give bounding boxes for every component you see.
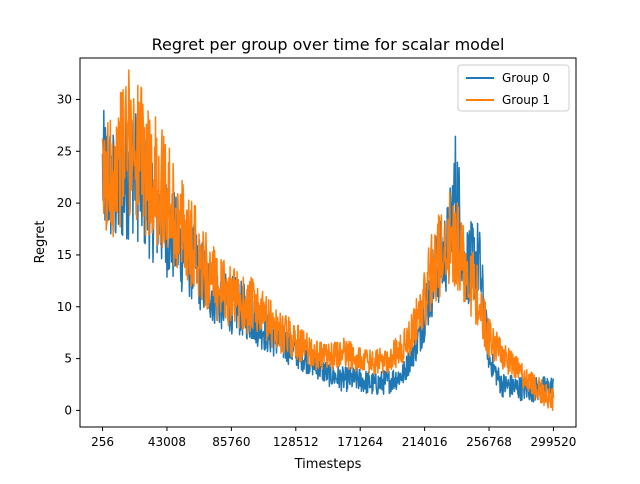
y-axis-label: Regret xyxy=(33,221,48,264)
x-tick-label: 256768 xyxy=(466,435,512,449)
x-tick-label: 171264 xyxy=(337,435,383,449)
legend-label: Group 0 xyxy=(502,71,550,85)
y-tick-label: 15 xyxy=(57,248,72,262)
legend: Group 0 Group 1 xyxy=(457,64,570,112)
x-tick-label: 85760 xyxy=(212,435,250,449)
x-tick-label: 43008 xyxy=(148,435,186,449)
y-tick-label: 0 xyxy=(64,403,72,417)
y-tick-label: 25 xyxy=(57,144,72,158)
x-tick-label: 214016 xyxy=(402,435,448,449)
y-axis: 0 5 10 15 20 25 30 xyxy=(57,92,80,417)
y-tick-label: 20 xyxy=(57,196,72,210)
legend-label: Group 1 xyxy=(502,93,550,107)
x-axis-label: Timesteps xyxy=(294,457,362,472)
x-tick-label: 128512 xyxy=(273,435,319,449)
y-tick-label: 5 xyxy=(64,352,72,366)
chart-title: Regret per group over time for scalar mo… xyxy=(152,35,505,54)
plot-area xyxy=(101,69,555,412)
x-tick-label: 299520 xyxy=(531,435,577,449)
y-tick-label: 30 xyxy=(57,92,72,106)
axes-frame xyxy=(79,57,577,428)
x-axis: 256 43008 85760 128512 171264 214016 256768 299… xyxy=(91,427,576,449)
y-tick-label: 10 xyxy=(57,300,72,314)
series-line-group-1 xyxy=(101,69,555,412)
x-tick-label: 256 xyxy=(91,435,114,449)
